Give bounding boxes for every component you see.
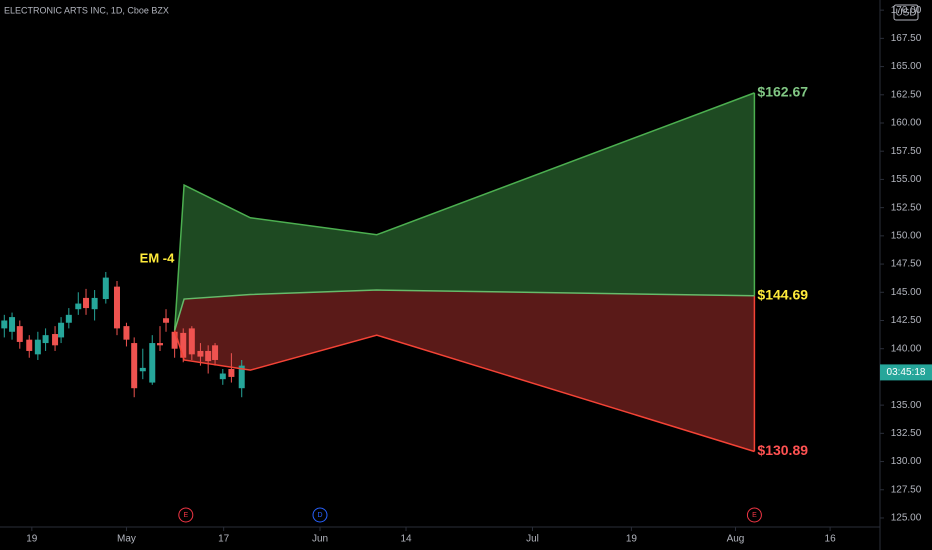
countdown-badge	[880, 364, 932, 381]
upper-band-fill	[174, 92, 755, 331]
event-marker[interactable]	[312, 507, 328, 523]
x-tick-label: 19	[26, 534, 38, 545]
y-tick-label: 140.00	[891, 343, 922, 354]
candle-body	[139, 367, 146, 372]
y-tick-label: 130.00	[891, 456, 922, 467]
candle-body	[149, 343, 156, 383]
candle-body	[171, 331, 178, 349]
band-line	[173, 330, 755, 453]
event-label: E	[183, 512, 188, 519]
countdown-label: 03:45:18	[887, 367, 926, 378]
candle-body	[75, 303, 82, 310]
candle-body	[52, 334, 59, 346]
band-line	[173, 289, 755, 331]
candle-body	[83, 297, 90, 309]
candle-body	[131, 343, 138, 389]
x-tick-label: Aug	[727, 534, 745, 545]
x-tick-label: Jul	[526, 534, 539, 545]
candle-body	[197, 350, 204, 357]
candle-body	[163, 318, 170, 323]
candle-body	[113, 286, 120, 329]
candle-body	[26, 339, 33, 351]
candle-body	[16, 326, 23, 342]
x-tick-label: 19	[626, 534, 638, 545]
y-tick-label: 170.00	[891, 5, 922, 16]
band-value-label: $162.67	[757, 84, 808, 100]
candle-body	[238, 365, 245, 389]
band-value-label: $144.69	[757, 286, 808, 302]
band-value-label: $130.89	[757, 442, 808, 458]
y-tick-label: 145.00	[891, 287, 922, 298]
x-tick-label: Jun	[312, 534, 328, 545]
annotation: EM -4	[140, 250, 175, 265]
candle-body	[34, 339, 41, 355]
x-tick-label: May	[117, 534, 136, 545]
y-tick-label: 160.00	[891, 118, 922, 129]
y-tick-label: 132.50	[891, 428, 922, 439]
candle-body	[123, 326, 130, 340]
y-tick-label: 147.50	[891, 259, 922, 270]
event-label: E	[752, 512, 757, 519]
candle-body	[180, 332, 187, 358]
candle-body	[1, 320, 8, 329]
event-marker[interactable]	[178, 507, 194, 523]
candle-body	[188, 328, 195, 355]
chart-title: ELECTRONIC ARTS INC, 1D, Cboe BZX	[4, 5, 169, 15]
candle-body	[42, 335, 49, 344]
y-tick-label: 167.50	[891, 33, 922, 44]
candle-body	[228, 369, 235, 377]
currency: USD	[895, 8, 916, 19]
candle-body	[212, 345, 219, 360]
event-marker[interactable]	[746, 507, 762, 523]
event-label: D	[317, 512, 322, 519]
currency-badge[interactable]	[893, 4, 919, 21]
lower-band-fill	[174, 290, 755, 452]
candle-body	[219, 373, 226, 380]
y-tick-label: 127.50	[891, 484, 922, 495]
candle-body	[91, 297, 98, 310]
candle-body	[58, 322, 65, 338]
y-tick-label: 157.50	[891, 146, 922, 157]
y-tick-label: 125.00	[891, 513, 922, 524]
y-tick-label: 142.50	[891, 315, 922, 326]
y-tick-label: 150.00	[891, 230, 922, 241]
y-tick-label: 152.50	[891, 202, 922, 213]
y-tick-label: 165.00	[891, 61, 922, 72]
candle-body	[205, 350, 212, 362]
y-tick-label: 155.00	[891, 174, 922, 185]
y-tick-label: 162.50	[891, 89, 922, 100]
candle-body	[9, 317, 16, 332]
candle-body	[102, 277, 109, 300]
band-line	[173, 92, 755, 331]
candle-body	[65, 314, 72, 323]
x-tick-label: 16	[825, 534, 837, 545]
candle-body	[157, 343, 163, 346]
y-tick-label: 135.00	[891, 400, 922, 411]
x-tick-label: 14	[400, 534, 412, 545]
x-tick-label: 17	[218, 534, 230, 545]
